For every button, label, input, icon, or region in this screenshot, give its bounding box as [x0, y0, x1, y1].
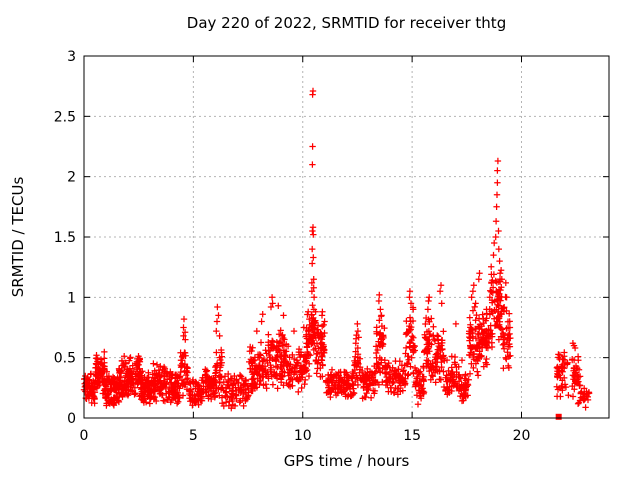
svg-text:2: 2	[67, 170, 76, 186]
svg-text:0: 0	[67, 411, 76, 427]
svg-text:20: 20	[513, 428, 531, 444]
svg-text:15: 15	[403, 428, 421, 444]
svg-text:5: 5	[189, 428, 198, 444]
plot-border	[83, 55, 610, 419]
svg-text:0.5: 0.5	[54, 351, 76, 367]
svg-text:3: 3	[67, 49, 76, 65]
gridlines	[84, 56, 609, 418]
tick-labels: 0 0.5 1 1.5 2 2.5 3 0 5 10 15 20	[54, 49, 531, 444]
svg-text:1.5: 1.5	[54, 230, 76, 246]
data-points	[80, 87, 593, 412]
chart-title: Day 220 of 2022, SRMTID for receiver tht…	[186, 14, 507, 32]
outlier-square-point	[555, 413, 562, 420]
x-axis-label: GPS time / hours	[283, 452, 410, 470]
svg-text:1: 1	[67, 290, 76, 306]
svg-text:10: 10	[294, 428, 312, 444]
svg-text:0: 0	[80, 428, 89, 444]
svg-text:2.5: 2.5	[54, 109, 76, 125]
